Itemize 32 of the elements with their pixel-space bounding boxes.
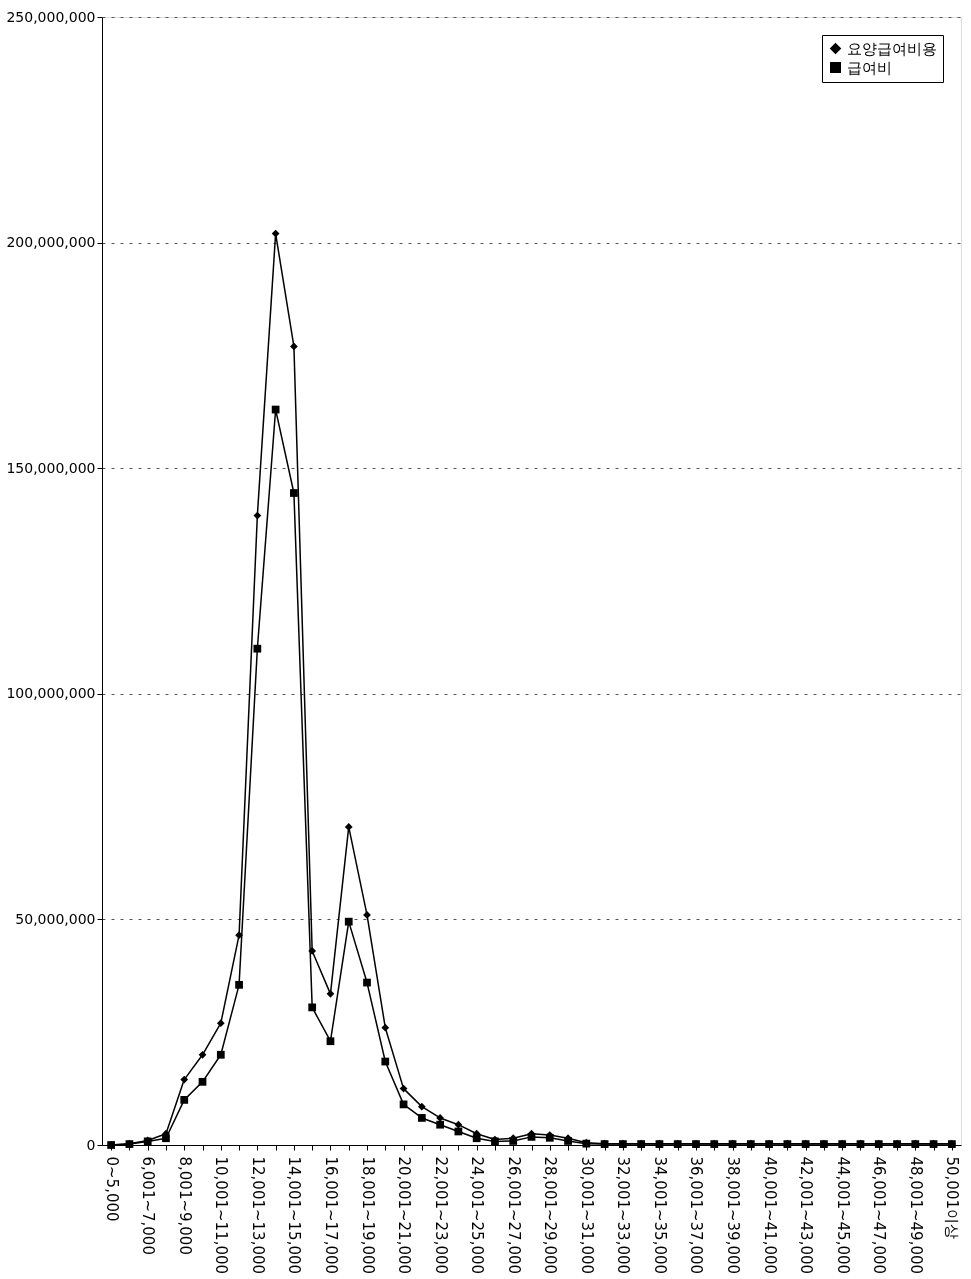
x-tick-label: 34,001~35,000 — [650, 1156, 669, 1275]
x-tick-label: 26,001~27,000 — [504, 1156, 523, 1275]
x-tick-label: 16,001~17,000 — [321, 1156, 340, 1275]
x-tick-label: 44,001~45,000 — [833, 1156, 852, 1275]
x-tick-label: 14,001~15,000 — [285, 1156, 304, 1275]
y-tick-label: 100,000,000 — [6, 685, 96, 702]
x-tick-label: 30,001~31,000 — [577, 1156, 596, 1275]
x-tick-label: 10,001~11,000 — [212, 1156, 231, 1275]
x-tick-label: 50,001이상 — [943, 1156, 962, 1239]
x-tick-label: 36,001~37,000 — [687, 1156, 706, 1275]
x-tick-label: 42,001~43,000 — [797, 1156, 816, 1275]
x-tick-label: 40,001~41,000 — [760, 1156, 779, 1275]
x-tick-label: 20,001~21,000 — [395, 1156, 414, 1275]
x-tick-label: 0~5,000 — [102, 1156, 121, 1222]
x-tick-label: 32,001~33,000 — [614, 1156, 633, 1275]
x-tick-label: 22,001~23,000 — [431, 1156, 450, 1275]
y-tick-label: 150,000,000 — [6, 459, 96, 476]
x-tick-label: 24,001~25,000 — [468, 1156, 487, 1275]
x-tick-label: 38,001~39,000 — [724, 1156, 743, 1275]
y-tick-label: 200,000,000 — [6, 234, 96, 251]
legend-label: 요양급여비용 — [847, 39, 937, 58]
y-tick-label: 250,000,000 — [6, 8, 96, 25]
x-tick-label: 48,001~49,000 — [906, 1156, 925, 1275]
x-tick-label: 8,001~9,000 — [175, 1156, 194, 1255]
x-tick-label: 12,001~13,000 — [248, 1156, 267, 1275]
x-tick-label: 28,001~29,000 — [541, 1156, 560, 1275]
x-tick-label: 46,001~47,000 — [870, 1156, 889, 1275]
x-tick-label: 6,001~7,000 — [139, 1156, 158, 1255]
y-tick-label: 0 — [86, 1136, 96, 1153]
legend-label: 급여비 — [847, 58, 892, 77]
y-tick-label: 50,000,000 — [15, 910, 96, 927]
x-tick-label: 18,001~19,000 — [358, 1156, 377, 1275]
